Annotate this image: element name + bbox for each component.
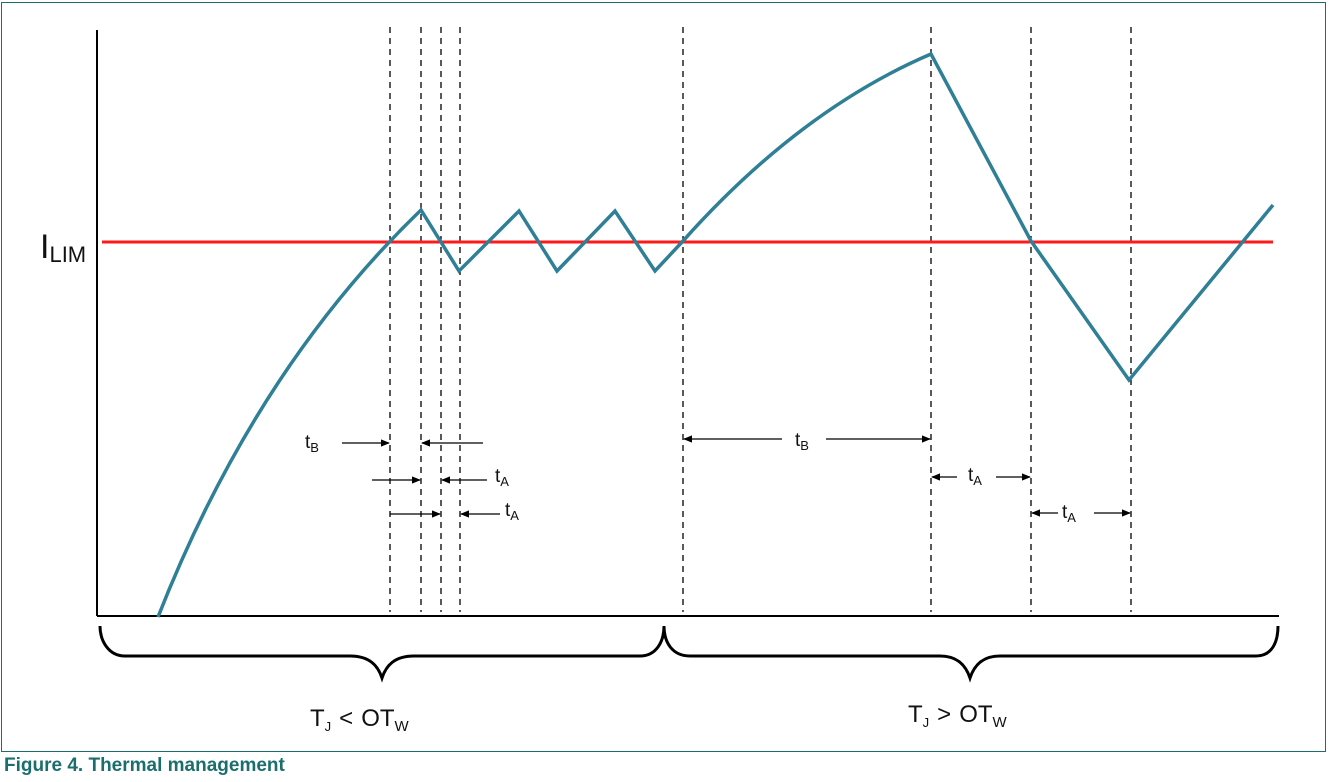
ta-label-3: tA [968,465,982,488]
figure-caption: Figure 4. Thermal management [4,755,285,776]
tb-label-right: tB [795,430,809,453]
brace-left [98,625,666,683]
region-label-left: TJ < OTW [310,705,410,735]
ta-label-2: tA [505,500,519,523]
time-markers [389,27,1132,612]
tb-label-left: tB [305,432,319,455]
current-curve [156,51,1275,618]
region-label-right: TJ > OTW [908,701,1008,731]
brace-right [662,625,1280,683]
ilim-label: ILIM [40,228,86,267]
ta-label-4: tA [1062,502,1076,525]
ta-label-1: tA [495,466,509,489]
